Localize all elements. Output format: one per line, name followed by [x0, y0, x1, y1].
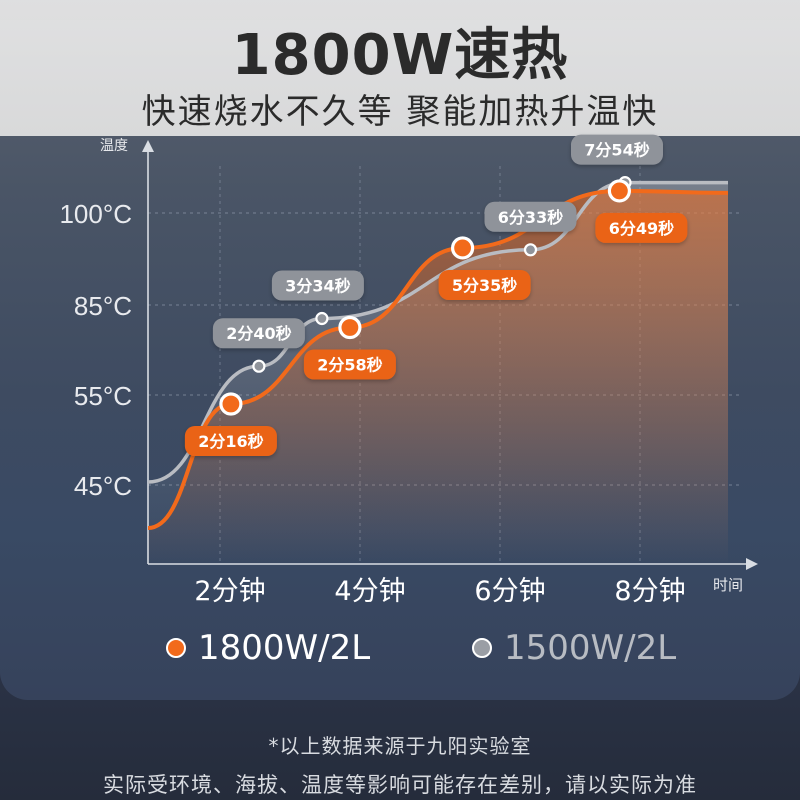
legend-label-1500: 1500W/2L [504, 628, 677, 668]
chart-legend: 1800W/2L 1500W/2L [0, 628, 800, 678]
data-label-1800-text: 6分49秒 [609, 219, 674, 238]
data-point-1800 [607, 179, 632, 203]
y-tick-label: 45°C [74, 471, 132, 501]
data-label-1800: 2分16秒 [184, 426, 277, 456]
data-label-1800: 6分49秒 [595, 212, 688, 243]
data-label-1500: 6分33秒 [484, 201, 577, 232]
footer-note: *以上数据来源于九阳实验室 实际受环境、海拔、温度等影响可能存在差别，请以实际为… [0, 730, 800, 799]
data-label-1500-box [212, 318, 305, 349]
data-label-1800: 2分58秒 [303, 349, 396, 380]
data-label-1800-box [184, 426, 277, 456]
data-point-1500 [315, 311, 329, 326]
data-label-1500: 3分34秒 [271, 270, 364, 301]
header-band: 1800W速热 快速烧水不久等 聚能加热升温快 [0, 0, 800, 136]
x-tick-label: 4分钟 [334, 576, 405, 607]
data-label-1500: 7分54秒 [571, 134, 663, 165]
data-label-1500-text: 7分54秒 [584, 141, 649, 160]
legend-label-1800: 1800W/2L [198, 628, 371, 668]
data-label-1800-box [438, 269, 531, 300]
y-tick-label: 55°C [74, 381, 132, 411]
x-tick-label: 2分钟 [194, 576, 265, 607]
data-label-1500-box [271, 270, 364, 301]
page-title: 1800W速热 [231, 23, 569, 88]
data-point-1800 [219, 392, 243, 416]
legend-marker-1800 [166, 638, 186, 658]
data-label-1800-box [595, 212, 688, 243]
data-label-1800-text: 2分58秒 [317, 356, 382, 375]
x-tick-label: 8分钟 [614, 576, 685, 607]
series-area-1800 [148, 190, 728, 565]
data-point-1500 [252, 359, 266, 373]
x-axis-arrow [746, 558, 758, 570]
data-label-1800-text: 2分16秒 [198, 432, 263, 451]
data-label-1800-text: 5分35秒 [452, 276, 517, 295]
y-tick-label: 85°C [74, 291, 132, 321]
footer-source: *以上数据来源于九阳实验室 [268, 734, 532, 758]
x-axis-title: 时间 [713, 576, 743, 594]
data-label-1800: 5分35秒 [438, 269, 531, 300]
data-label-1500-text: 2分40秒 [226, 324, 291, 343]
y-axis-title: 温度 [100, 138, 128, 154]
x-tick-label: 6分钟 [474, 576, 545, 607]
legend-item-1500: 1500W/2L [472, 628, 676, 668]
data-point-1500 [523, 243, 538, 257]
data-label-1500-box [484, 201, 577, 232]
page-subtitle: 快速烧水不久等 聚能加热升温快 [141, 92, 659, 132]
data-label-1500-text: 6分33秒 [498, 208, 563, 227]
y-tick-label: 100°C [59, 199, 132, 229]
data-point-1800 [338, 315, 362, 340]
y-axis-arrow [142, 140, 154, 152]
legend-marker-1500 [472, 638, 492, 658]
data-point-1800 [451, 236, 475, 260]
data-label-1500-box [571, 134, 663, 165]
data-label-1500-text: 3分34秒 [285, 277, 350, 296]
legend-item-1800: 1800W/2L [166, 628, 370, 668]
footer-disclaimer: 实际受环境、海拔、温度等影响可能存在差别，请以实际为准 [103, 773, 697, 797]
data-label-1500: 2分40秒 [212, 318, 305, 349]
data-label-1800-box [303, 349, 396, 380]
